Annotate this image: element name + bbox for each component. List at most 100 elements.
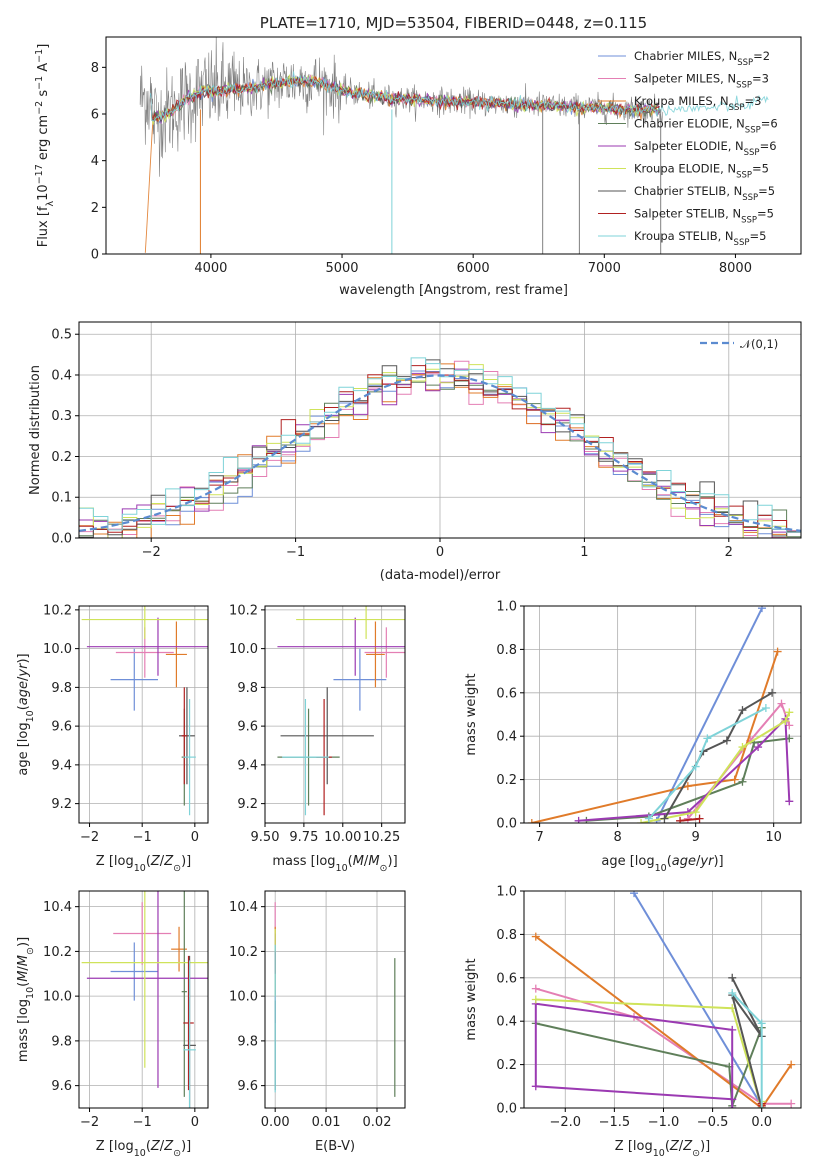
weight-series [574,714,794,823]
weight_vs_Z-plot-area [531,891,796,1108]
y-tick-label: 10.0 [43,990,72,1005]
axes-frame [105,36,802,255]
model-line [150,71,769,122]
error-point [183,960,196,1108]
x-tick-label: −1 [133,830,152,845]
weight-marker [738,743,747,752]
axes-frame [264,605,406,824]
y-tick-label: 10.0 [229,642,258,657]
y-tick-label: 10.4 [229,900,258,915]
y-axis-label: Normed distribution [28,365,43,495]
y-tick-label: 10.2 [43,603,72,618]
legend-label: Salpeter ELODIE, NSSP=6 [634,139,777,158]
error-point [181,891,187,1097]
chart-title: PLATE=1710, MJD=53504, FIBERID=0448, z=0… [260,14,647,32]
error-point [113,902,172,965]
spectrum-panel: 4000 5000 6000 7000 8000 0 2 4 6 8 wavelength [Ang… [34,36,802,298]
y-tick-label: 0.4 [51,368,72,383]
weight-line [535,998,763,1108]
weight-series [527,647,782,823]
weight-line [535,935,793,1108]
spectrum-plot-area [139,37,769,254]
y-tick-label: 9.4 [51,758,72,773]
y-tick-label: 10.2 [43,945,72,960]
weight_vs_age-plot-area [527,606,794,823]
mass_vs_ebv-panel: 0.00 0.01 0.02 9.6 9.8 10.0 10.2 10.4 E(B-V) [229,890,406,1154]
y-tick-label: 10.2 [229,945,258,960]
x-axis-label: mass [log10(M/M⊙)] [272,854,397,874]
x-tick-label: 0 [191,1115,199,1130]
y-axis-label: Flux [fλ10−17 erg cm−2 s−1 A−1] [34,44,56,248]
weight-series [637,708,794,823]
x-tick-label: 7 [535,830,543,845]
weight-series [676,814,704,823]
y-tick-label: 9.4 [237,758,258,773]
x-tick-label: −1 [133,1115,152,1130]
weight-marker [660,814,669,823]
weight-marker [683,782,692,791]
weight-marker [728,1104,737,1108]
weight_vs_age-panel: 7 8 9 10 0.0 0.2 0.4 0.6 0.8 1.0 age [log10(age/yr… [464,600,802,874]
weight-marker [691,808,700,817]
weight-marker [777,699,786,708]
y-tick-label: 1.0 [496,885,517,900]
x-axis-label: Z [log10(Z/Z⊙)] [615,1139,710,1159]
y-tick-label: 0.8 [496,643,517,658]
weight-marker [722,736,731,745]
error-point [81,606,208,639]
y-axis-label: age [log10(age/yr)] [16,653,36,775]
y-tick-label: 0.2 [496,1058,517,1073]
weight-marker [637,819,646,823]
legend-label: 𝒩(0,1) [740,337,778,351]
error-point [364,627,405,678]
y-tick-label: 9.2 [51,797,72,812]
x-axis-label: E(B-V) [315,1139,355,1154]
legend-label: Salpeter MILES, NSSP=3 [634,72,769,91]
error-point [277,617,405,676]
mass_vs_Z-plot-area [81,891,208,1108]
error-point [165,621,187,688]
weight-marker [695,814,704,823]
y-tick-label: 0.2 [51,450,72,465]
weight-marker [768,688,777,697]
error-point [183,699,196,816]
x-axis-label: (data-model)/error [380,568,501,583]
error-point [110,942,158,1001]
error-point [181,687,187,785]
age_vs_Z-plot-area [81,606,208,816]
x-tick-label: 9.75 [289,830,318,845]
x-tick-label: 0.02 [363,1115,392,1130]
normal-curve [79,374,801,532]
y-tick-label: 9.6 [237,720,258,735]
x-tick-label: −0.5 [697,1115,729,1130]
x-tick-label: −2 [80,830,99,845]
residuals-plot-area [79,357,801,538]
weight-marker [630,891,639,898]
axes-frame [523,890,802,1109]
y-axis-label: mass [log10(M/M⊙)] [16,937,36,1062]
y-tick-label: 0.3 [51,409,72,424]
y-tick-label: 0.5 [51,328,72,343]
weight-marker [757,1104,766,1108]
x-axis-label: Z [log10(Z/Z⊙)] [96,854,191,874]
y-tick-label: 9.6 [51,1079,72,1094]
weight_vs_Z-panel: −2.0 −1.5 −1.0 −0.5 0.0 0.0 0.2 0.4 0.6 0.8 1.0 Z [… [464,885,802,1159]
legend-label: Kroupa MILES, NSSP=3 [634,94,761,113]
y-tick-label: 9.2 [237,797,258,812]
x-tick-label: 0.01 [312,1115,341,1130]
error-point [280,687,374,785]
weight-marker [728,1025,737,1034]
axes-frame [264,890,406,1109]
weight-marker [531,1082,540,1091]
weight-series [728,988,766,1108]
weight-marker [787,1099,796,1108]
x-axis-label: age [log10(age/yr)] [601,854,723,874]
error-point [366,621,385,688]
weight-series [644,703,770,823]
weight-marker [691,762,700,771]
weight-marker [738,777,747,786]
weight-marker [728,973,737,982]
y-tick-label: 8 [91,61,99,76]
legend: Chabrier MILES, NSSP=2 Salpeter MILES, NS… [598,49,778,248]
weight-marker [703,734,712,743]
